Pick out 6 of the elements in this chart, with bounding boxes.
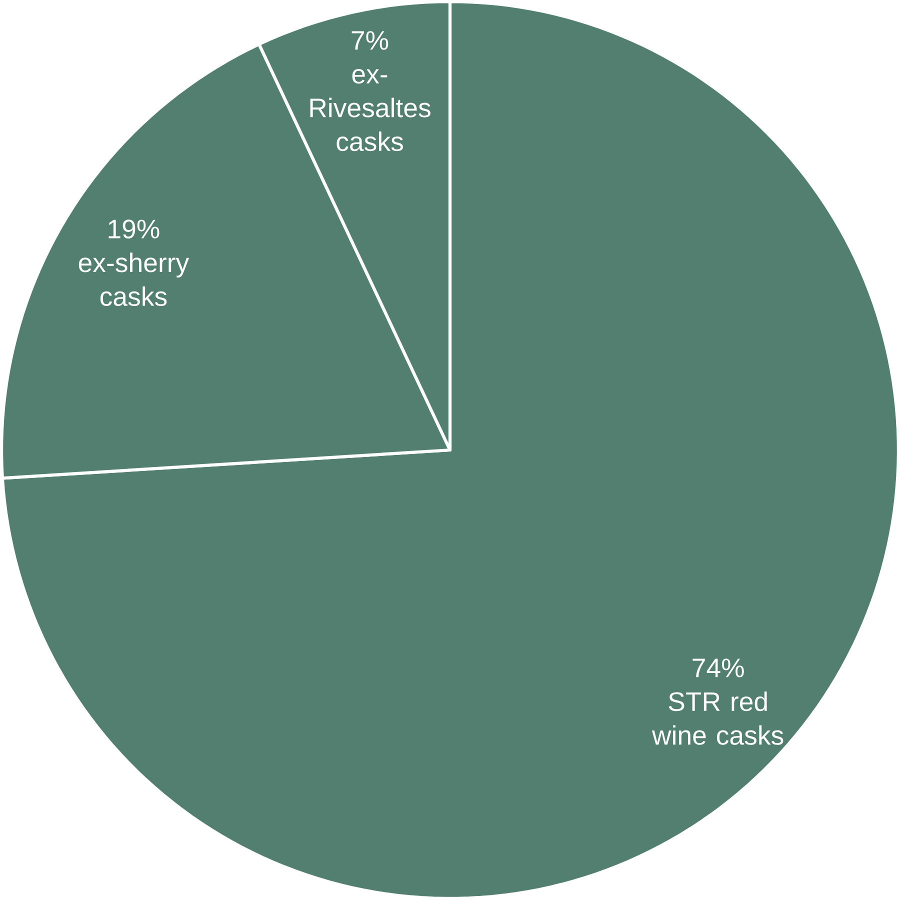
data-label: 74%	[692, 658, 744, 678]
data-label: 19%	[108, 220, 160, 239]
slice-label: STR red wine casks	[652, 692, 784, 745]
slice-label: ex-Rivesaltes casks	[310, 68, 430, 152]
slice-label: ex-sherry casks	[78, 252, 190, 306]
data-label: 7%	[352, 31, 388, 50]
